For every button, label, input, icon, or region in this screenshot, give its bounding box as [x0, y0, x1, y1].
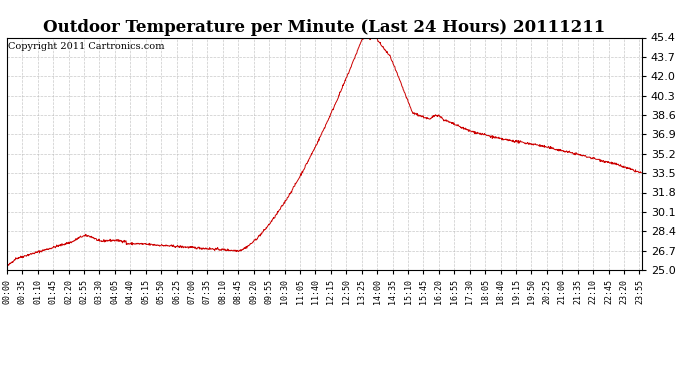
Title: Outdoor Temperature per Minute (Last 24 Hours) 20111211: Outdoor Temperature per Minute (Last 24 …: [43, 19, 605, 36]
Text: Copyright 2011 Cartronics.com: Copyright 2011 Cartronics.com: [8, 42, 164, 51]
